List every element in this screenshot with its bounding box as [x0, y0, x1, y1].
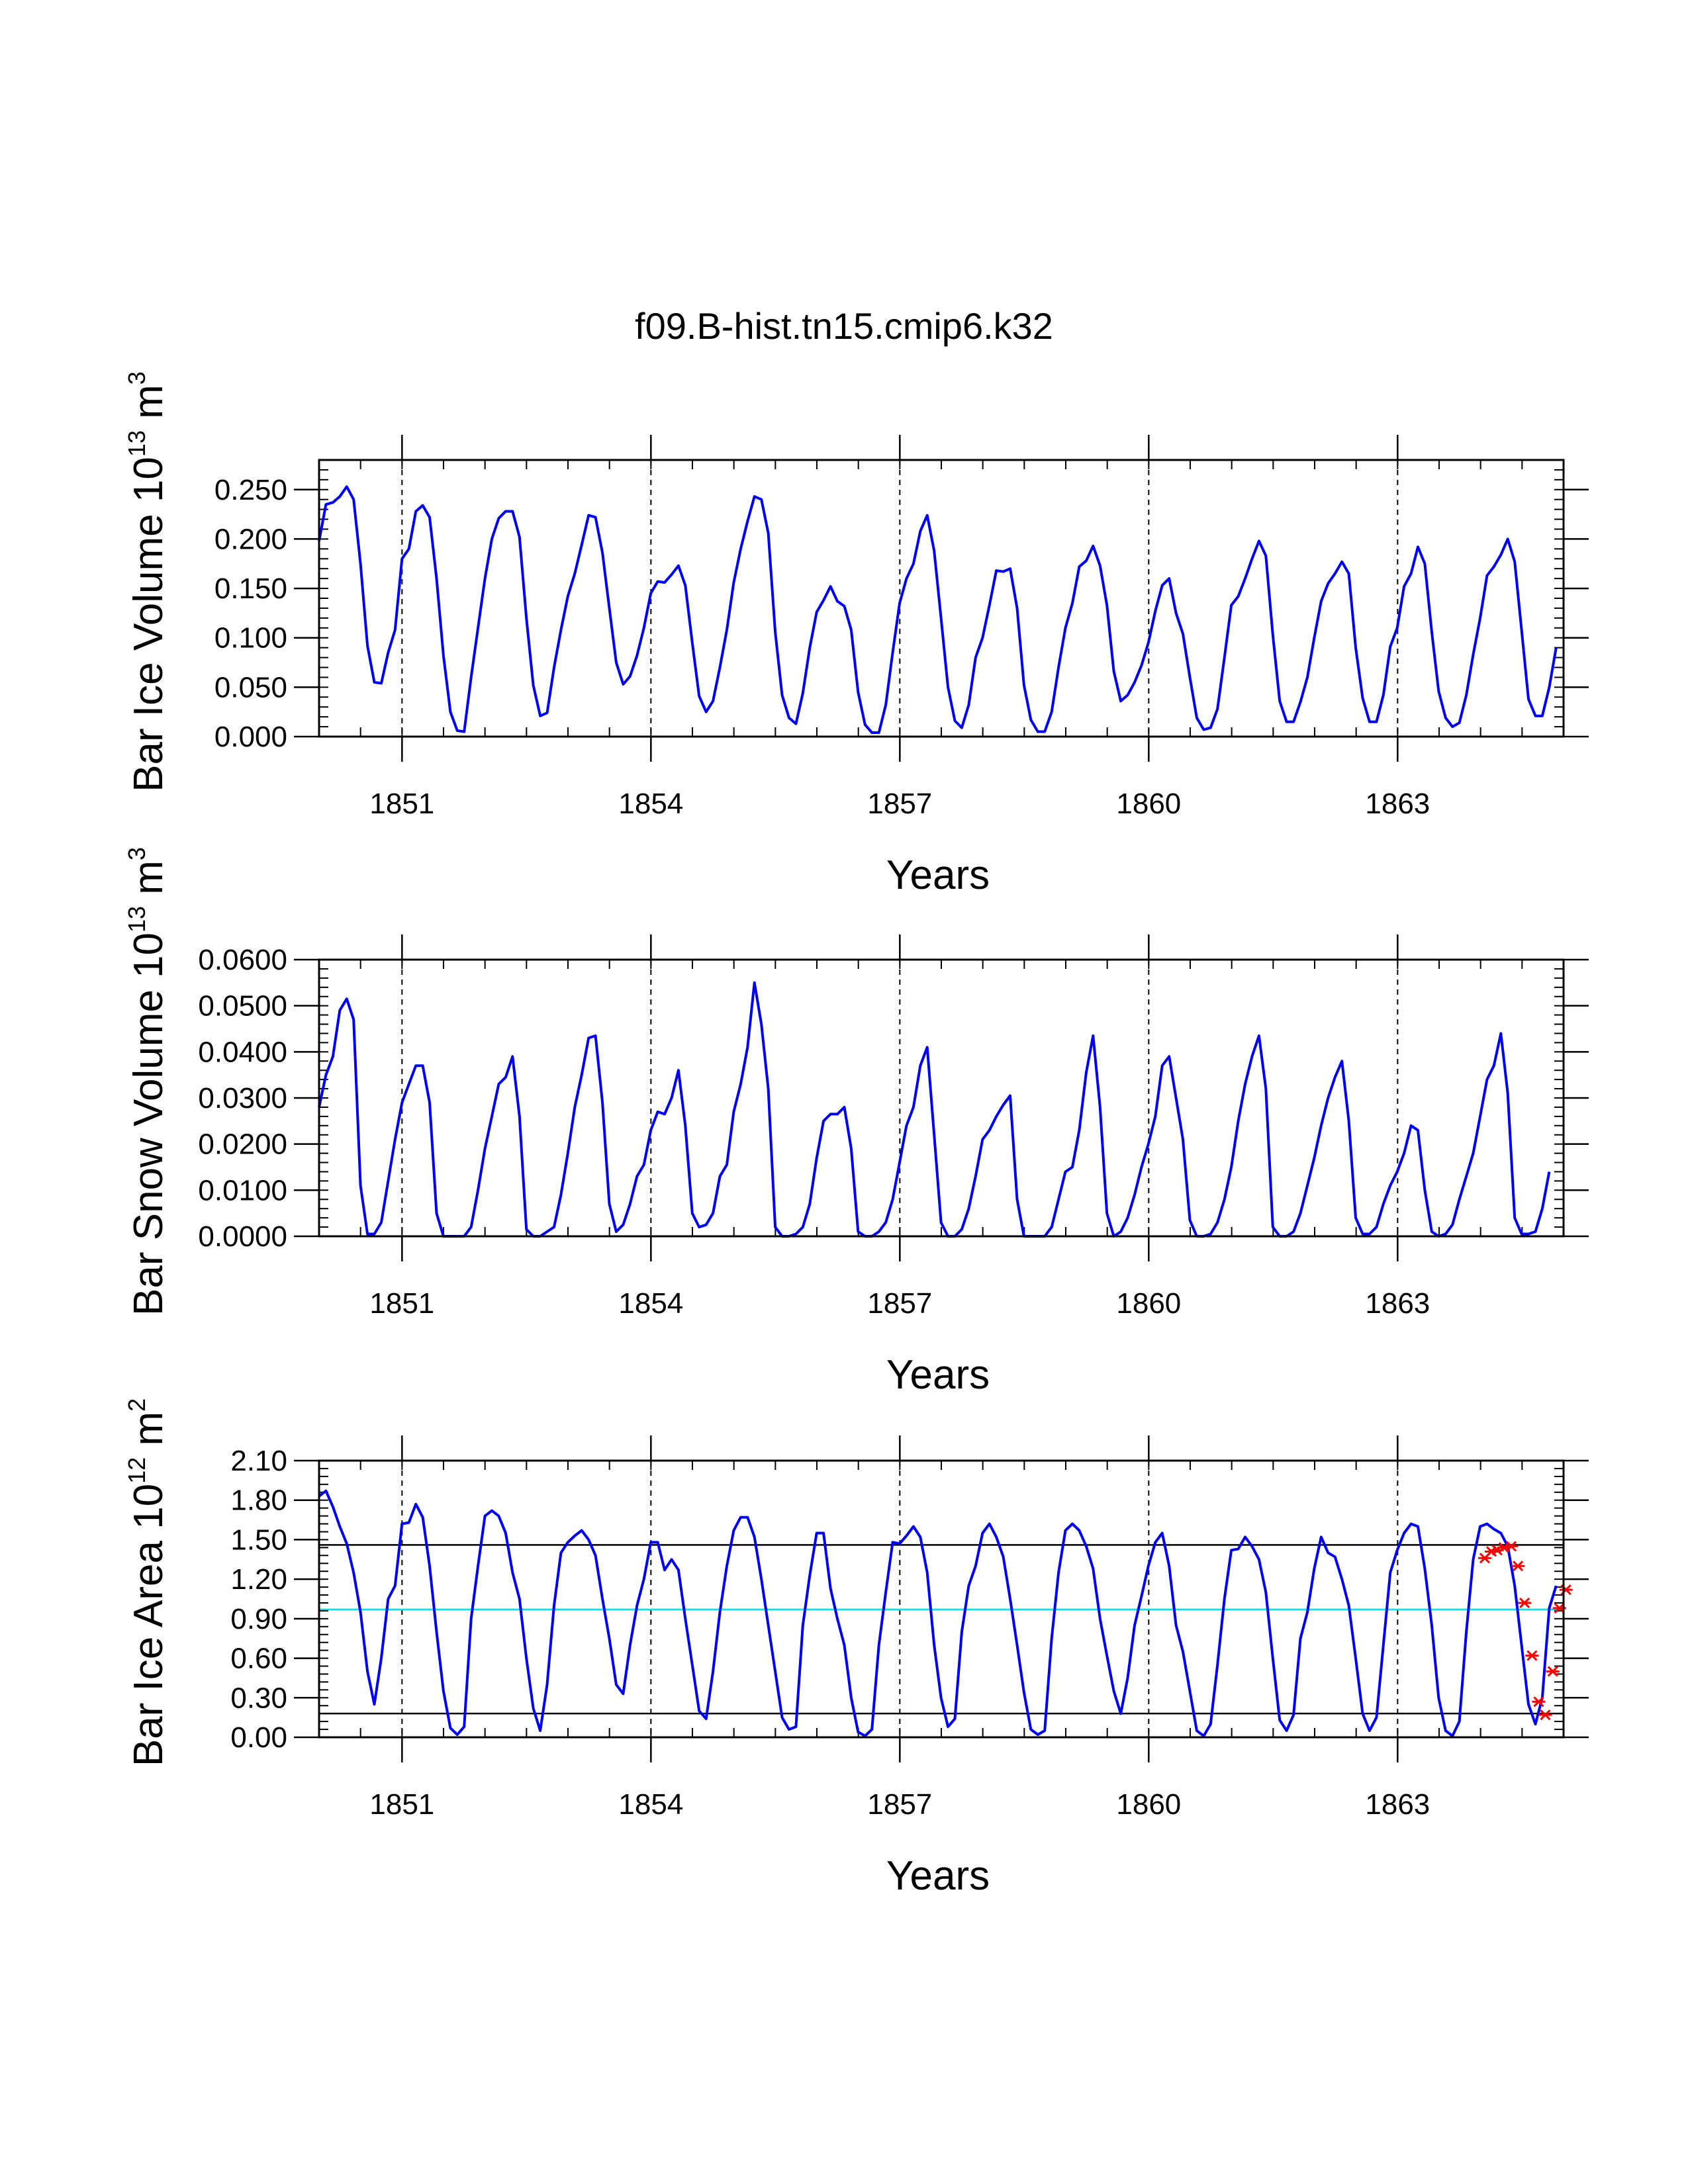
- y-axis-title: Bar Ice Area 1012 m2: [123, 1398, 171, 1766]
- marker-stroke: [1519, 1597, 1530, 1609]
- data-marker: [1518, 1597, 1532, 1609]
- marker-stroke: [1554, 1602, 1565, 1614]
- x-tick-label: 1857: [867, 788, 932, 820]
- x-tick-label: 1851: [369, 788, 434, 820]
- x-tick-label: 1854: [618, 788, 683, 820]
- x-axis-title: Years: [886, 852, 990, 898]
- marker-stroke: [1526, 1650, 1538, 1661]
- data-marker: [1532, 1696, 1546, 1707]
- x-tick-label: 1851: [369, 1788, 434, 1821]
- x-tick-label: 1860: [1116, 1788, 1181, 1821]
- marker-stroke: [1533, 1696, 1544, 1707]
- data-marker: [1546, 1666, 1560, 1677]
- y-tick-label: 0.100: [214, 622, 287, 655]
- y-tick-label: 0.050: [214, 671, 287, 704]
- x-tick-label: 1863: [1365, 1788, 1430, 1821]
- y-tick-label: 0.250: [214, 474, 287, 506]
- x-tick-label: 1857: [867, 1287, 932, 1320]
- x-axis-title: Years: [886, 1853, 990, 1899]
- plot-frame: [318, 459, 1565, 738]
- y-tick-label: 0.0500: [198, 990, 287, 1023]
- y-tick-label: 0.60: [230, 1643, 287, 1675]
- marker-stroke: [1505, 1541, 1517, 1552]
- y-axis-title: Bar Snow Volume 1013 m3: [123, 847, 171, 1316]
- data-marker: [1511, 1561, 1525, 1572]
- series-line: [318, 485, 1558, 734]
- plot-frame: [318, 958, 1565, 1238]
- series-line: [318, 1489, 1558, 1737]
- chart-ice-volume: 0.000 0.050 0.100 0.150 0.200 0.250 1851 1854 18…: [123, 371, 1589, 898]
- y-tick-label: 0.30: [230, 1682, 287, 1714]
- data-marker: [1525, 1650, 1539, 1661]
- data-marker: [1538, 1709, 1552, 1721]
- x-tick-label: 1851: [369, 1287, 434, 1320]
- x-tick-label: 1854: [618, 1287, 683, 1320]
- y-tick-label: 0.00: [230, 1721, 287, 1754]
- y-tick-label: 0.0300: [198, 1082, 287, 1115]
- chart-ice-area: 0.00 0.30 0.60 0.90 1.20 1.50 1.80 2.10 1851 1854…: [123, 1398, 1589, 1899]
- y-tick-label: 0.90: [230, 1603, 287, 1635]
- x-tick-label: 1863: [1365, 1287, 1430, 1320]
- y-axis-title: Bar Ice Volume 1013 m3: [123, 371, 171, 792]
- marker-stroke: [1498, 1542, 1509, 1553]
- x-tick-label: 1863: [1365, 788, 1430, 820]
- y-tick-label: 0.0100: [198, 1174, 287, 1206]
- chart-snow-volume: 0.0000 0.0100 0.0200 0.0300 0.0400 0.0500 0.06…: [123, 847, 1589, 1398]
- y-tick-label: 2.10: [230, 1445, 287, 1477]
- data-marker: [1559, 1584, 1573, 1596]
- x-tick-label: 1854: [618, 1788, 683, 1821]
- y-tick-label: 1.50: [230, 1524, 287, 1556]
- x-tick-label: 1860: [1116, 1287, 1181, 1320]
- x-tick-label: 1857: [867, 1788, 932, 1821]
- series-line: [318, 981, 1551, 1238]
- x-axis-title: Years: [886, 1352, 990, 1398]
- y-tick-label: 0.000: [214, 721, 287, 753]
- y-tick-label: 0.0000: [198, 1220, 287, 1253]
- y-tick-label: 0.0400: [198, 1036, 287, 1068]
- data-marker: [1505, 1541, 1519, 1552]
- y-tick-label: 1.80: [230, 1484, 287, 1517]
- marker-stroke: [1547, 1666, 1558, 1677]
- plot-frame: [318, 1459, 1565, 1739]
- figure-title: f09.B-hist.tn15.cmip6.k32: [635, 305, 1053, 347]
- y-tick-label: 0.0600: [198, 944, 287, 976]
- y-tick-label: 0.200: [214, 523, 287, 555]
- y-tick-label: 0.0200: [198, 1128, 287, 1161]
- y-tick-label: 0.150: [214, 572, 287, 605]
- y-tick-label: 1.20: [230, 1563, 287, 1596]
- marker-stroke: [1540, 1709, 1551, 1721]
- chart-panels: 0.000 0.050 0.100 0.150 0.200 0.250 1851 1854 18…: [123, 371, 1589, 1899]
- x-tick-label: 1860: [1116, 788, 1181, 820]
- marker-stroke: [1513, 1561, 1524, 1572]
